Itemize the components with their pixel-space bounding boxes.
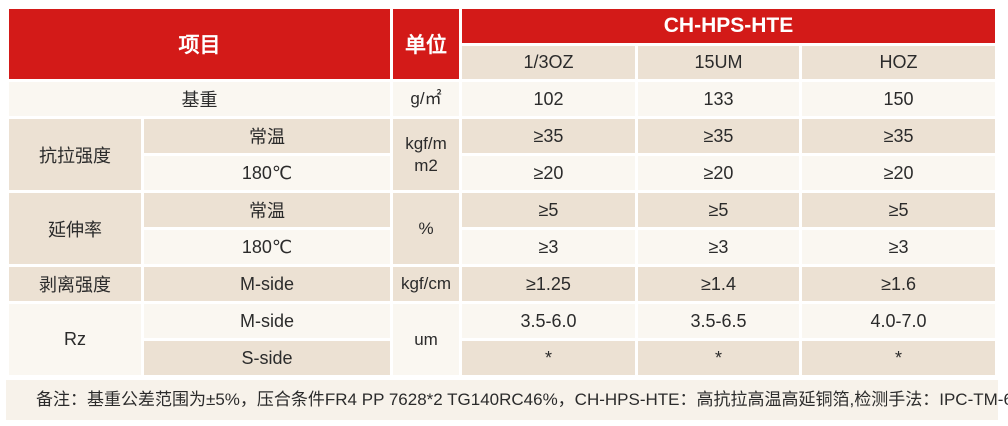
category-cell: 基重	[9, 82, 390, 116]
condition-cell: M-side	[144, 304, 390, 338]
unit-cell: g/㎡	[393, 82, 459, 116]
variant-label: 1/3OZ	[462, 46, 635, 79]
value-cell: ≥3	[638, 230, 799, 264]
table-row: S-side * * *	[9, 341, 996, 375]
value-cell: 3.5-6.0	[462, 304, 635, 338]
value-cell: ≥5	[802, 193, 996, 227]
value-cell: ≥35	[462, 119, 635, 153]
table-row: Rz M-side um 3.5-6.0 3.5-6.5 4.0-7.0	[9, 304, 996, 375]
condition-cell: 常温	[144, 119, 390, 153]
value-cell: *	[638, 341, 799, 375]
unit-cell: kgf/m m2	[393, 119, 459, 190]
value-cell: ≥5	[638, 193, 799, 227]
value-cell: 102	[462, 82, 635, 116]
unit-cell: kgf/cm	[393, 267, 459, 301]
condition-cell: 常温	[144, 193, 390, 227]
category-cell: Rz	[9, 304, 141, 375]
condition-cell: M-side	[144, 267, 390, 301]
condition-cell: 180℃	[144, 156, 390, 190]
variants-row: 1/3OZ 15UM HOZ	[9, 46, 996, 79]
value-cell: 150	[802, 82, 996, 116]
spec-table: 项目 单位 CH-HPS-HTE 1/3OZ 15UM HOZ 基重 g/㎡ 1…	[6, 6, 998, 378]
value-cell: 4.0-7.0	[802, 304, 996, 338]
table-row: 剥离强度 M-side kgf/cm ≥1.25 ≥1.4 ≥1.6	[9, 267, 996, 301]
value-cell: ≥3	[462, 230, 635, 264]
value-cell: *	[462, 341, 635, 375]
variant-label: 15UM	[638, 46, 799, 79]
value-cell: ≥35	[638, 119, 799, 153]
header-unit-label: 单位	[393, 9, 459, 79]
condition-cell: S-side	[144, 341, 390, 375]
table-row: 180℃ ≥20 ≥20 ≥20	[9, 156, 996, 190]
header-row: 项目 单位 CH-HPS-HTE	[9, 9, 996, 79]
footnote-bar: 备注：基重公差范围为±5%，压合条件FR4 PP 7628*2 TG140RC4…	[6, 380, 1008, 420]
category-cell: 剥离强度	[9, 267, 141, 301]
value-cell: ≥3	[802, 230, 996, 264]
value-cell: ≥20	[462, 156, 635, 190]
value-cell: ≥5	[462, 193, 635, 227]
table-row: 延伸率 常温 % ≥5 ≥5 ≥5	[9, 193, 996, 264]
value-cell: 133	[638, 82, 799, 116]
table-row: 180℃ ≥3 ≥3 ≥3	[9, 230, 996, 264]
category-cell: 延伸率	[9, 193, 141, 264]
value-cell: 3.5-6.5	[638, 304, 799, 338]
table-row: 基重 g/㎡ 102 133 150	[9, 82, 996, 116]
value-cell: ≥1.25	[462, 267, 635, 301]
condition-cell: 180℃	[144, 230, 390, 264]
header-product-name: CH-HPS-HTE	[462, 9, 996, 43]
table-row: 抗拉强度 常温 kgf/m m2 ≥35 ≥35 ≥35	[9, 119, 996, 190]
value-cell: ≥20	[802, 156, 996, 190]
value-cell: ≥1.4	[638, 267, 799, 301]
unit-cell: %	[393, 193, 459, 264]
value-cell: ≥35	[802, 119, 996, 153]
value-cell: *	[802, 341, 996, 375]
category-cell: 抗拉强度	[9, 119, 141, 190]
header-item-label: 项目	[9, 9, 390, 79]
value-cell: ≥1.6	[802, 267, 996, 301]
unit-cell: um	[393, 304, 459, 375]
value-cell: ≥20	[638, 156, 799, 190]
variant-label: HOZ	[802, 46, 996, 79]
